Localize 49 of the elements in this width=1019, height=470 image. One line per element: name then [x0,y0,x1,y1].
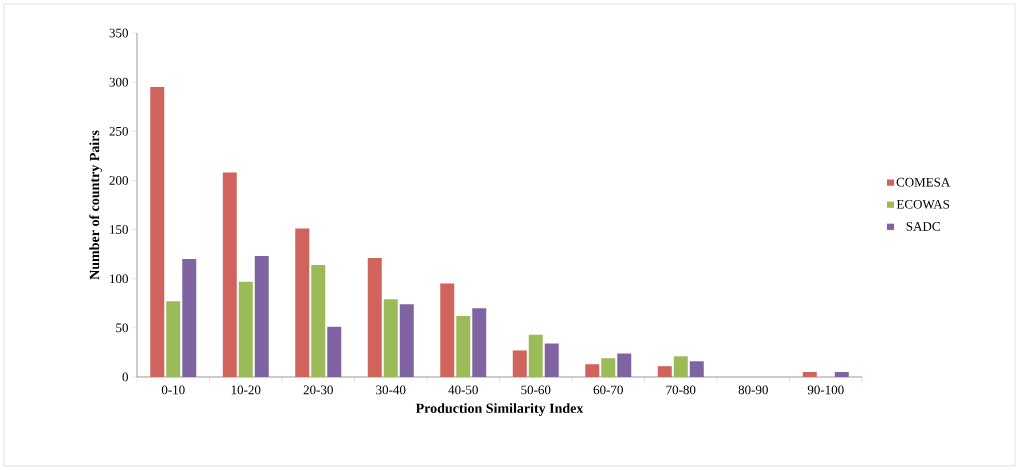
bar [528,334,543,377]
x-tick-label: 70-80 [666,385,696,395]
legend-label: COMESA [896,177,951,187]
x-tick-label: 0-10 [161,385,185,395]
y-axis-title: Number of country Pairs [89,130,103,280]
y-tick-label: 350 [109,28,128,38]
bar [512,350,527,377]
x-tick-label: 60-70 [593,385,623,395]
bar [295,228,310,377]
y-tick-label: 50 [116,323,128,333]
bar [383,299,398,377]
bar [440,283,455,377]
bar [585,364,600,377]
bar [834,372,849,377]
bar [617,353,632,377]
bar [472,308,487,377]
x-tick-label: 80-90 [738,385,768,395]
y-tick-label: 150 [110,225,128,234]
bar [601,358,616,377]
y-tick-label: 300 [109,77,128,87]
x-tick-label: 40-50 [448,385,478,395]
bar [657,366,672,377]
x-tick-label: 90-100 [807,385,844,395]
y-tick-label: 0 [122,372,128,382]
y-tick-label: 250 [109,126,128,136]
bar [166,301,181,377]
bar [399,304,414,377]
x-tick-label: 30-40 [376,385,406,395]
bar [544,343,559,377]
bar [182,259,197,377]
y-tick-label: 200 [109,176,128,185]
bar [254,256,269,377]
bar [238,281,253,377]
x-axis-title: Production Similarity Index [415,403,584,416]
y-tick-label: 100 [110,274,128,284]
bar [689,361,704,377]
bar [150,87,165,377]
bar [311,264,326,377]
bar [367,258,382,377]
x-tick-label: 50-60 [521,385,551,395]
bar [327,326,342,377]
x-tick-label: 10-20 [231,385,261,395]
x-tick-label: 20-30 [303,385,333,395]
legend-label: ECOWAS [896,199,950,209]
bar [222,172,237,377]
bar [802,372,817,377]
bar [673,356,688,377]
legend-label: SADC [906,222,940,231]
bar [456,316,471,377]
